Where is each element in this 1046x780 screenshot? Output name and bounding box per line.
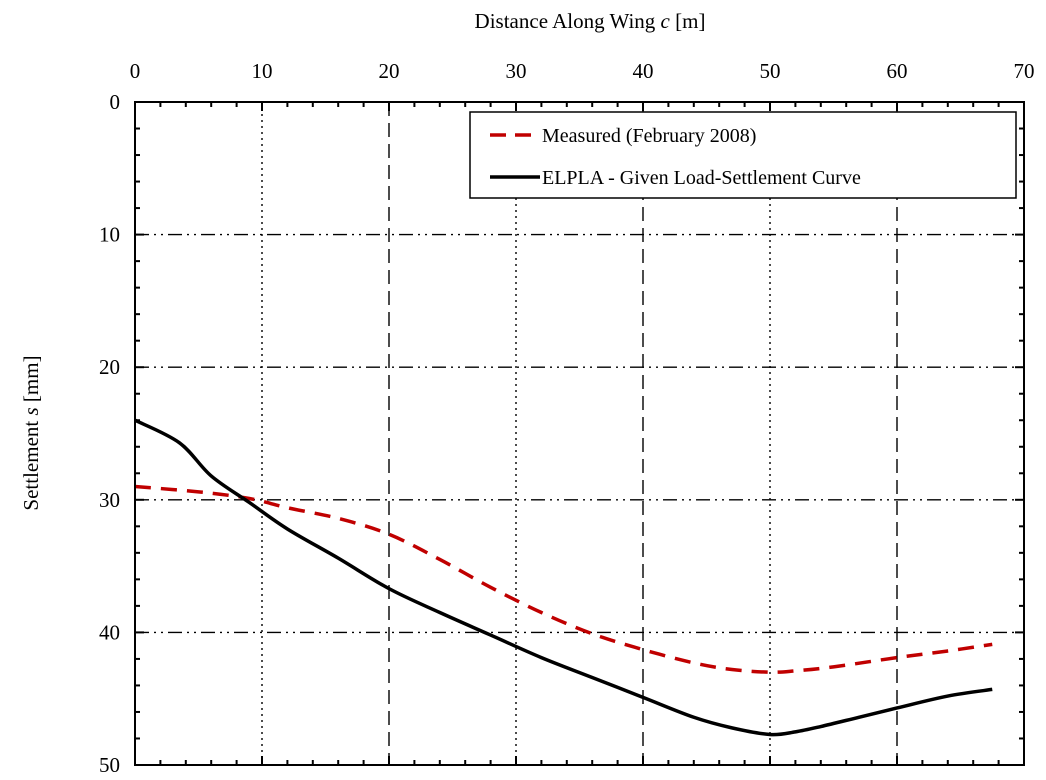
legend-label-elpla: ELPLA - Given Load-Settlement Curve (542, 167, 861, 189)
gridlines (135, 102, 1024, 765)
y-axis-title: Settlement s [mm] (19, 355, 43, 510)
y-tick-label: 0 (110, 90, 121, 114)
y-tick-label: 40 (99, 620, 120, 644)
y-tick-label: 20 (99, 355, 120, 379)
x-tick-label: 0 (130, 59, 141, 83)
legend-label-measured: Measured (February 2008) (542, 125, 756, 147)
y-tick-label: 10 (99, 223, 120, 247)
x-tick-label: 40 (633, 59, 654, 83)
tick-marks (134, 101, 1025, 766)
x-tick-labels: 0 10 20 30 40 50 60 70 (130, 59, 1035, 83)
legend: Measured (February 2008) ELPLA - Given L… (469, 111, 1017, 199)
plot-frame (134, 101, 1025, 766)
series-line-measured (134, 484, 993, 674)
x-axis-title: Distance Along Wing c [m] (475, 9, 706, 33)
x-tick-label: 50 (760, 59, 781, 83)
x-tick-label: 30 (506, 59, 527, 83)
x-tick-label: 10 (252, 59, 273, 83)
x-tick-label: 70 (1014, 59, 1035, 83)
x-tick-label: 20 (379, 59, 400, 83)
y-tick-label: 50 (99, 753, 120, 777)
legend-box (469, 111, 1017, 199)
series-layer (134, 418, 993, 737)
y-tick-labels: 0 10 20 30 40 50 (99, 90, 120, 777)
y-tick-label: 30 (99, 488, 120, 512)
x-tick-label: 60 (887, 59, 908, 83)
series-line-elpla (134, 418, 993, 737)
